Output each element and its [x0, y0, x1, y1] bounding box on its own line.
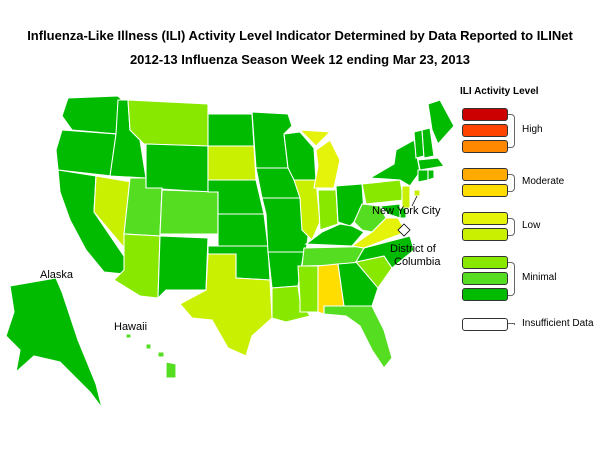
- state-hi[interactable]: [125, 333, 177, 379]
- state-mt[interactable]: [127, 99, 209, 147]
- legend-label-low: Low: [522, 220, 541, 231]
- state-la[interactable]: [271, 285, 311, 323]
- state-nm[interactable]: [157, 235, 209, 300]
- state-nj[interactable]: [401, 185, 411, 209]
- state-wa[interactable]: [61, 95, 123, 135]
- state-wy[interactable]: [145, 143, 209, 193]
- legend-bracket-moderate: [508, 174, 515, 192]
- state-ks[interactable]: [217, 213, 269, 247]
- state-fl[interactable]: [323, 305, 393, 369]
- legend-swatch-level-6: [462, 184, 508, 197]
- state-ct[interactable]: [417, 169, 429, 183]
- legend-label-high: High: [522, 124, 543, 135]
- label-dc-line2: Columbia: [394, 256, 441, 268]
- state-mi[interactable]: [298, 129, 341, 189]
- legend-swatch-level-7: [462, 168, 508, 181]
- state-sd[interactable]: [207, 145, 257, 181]
- legend-swatch-level-10: [462, 108, 508, 121]
- state-pa[interactable]: [361, 179, 405, 205]
- state-md[interactable]: [378, 203, 401, 219]
- state-ny[interactable]: [368, 139, 421, 187]
- legend-swatch-level-4: [462, 228, 508, 241]
- state-ms[interactable]: [297, 265, 319, 313]
- legend-swatch-level-1: [462, 288, 508, 301]
- state-or[interactable]: [55, 129, 117, 177]
- state-nh[interactable]: [421, 127, 435, 159]
- state-me[interactable]: [427, 99, 455, 146]
- map-title-line2: 2012-13 Influenza Season Week 12 ending …: [129, 52, 471, 67]
- legend-swatch-level-5: [462, 212, 508, 225]
- us-ili-map: Alaska Hawaii New York City District of …: [5, 95, 455, 409]
- legend-bracket-insufficient: [508, 323, 515, 325]
- nyc-callout-line: [411, 195, 418, 207]
- legend-swatch-level-8: [462, 140, 508, 153]
- state-nd[interactable]: [207, 113, 255, 147]
- legend-swatch-level-9: [462, 124, 508, 137]
- legend-bracket-low: [508, 218, 515, 236]
- label-hawaii: Hawaii: [114, 321, 147, 333]
- label-dc-line1: District of: [390, 243, 437, 255]
- legend-bracket-minimal: [508, 262, 515, 296]
- legend-swatch-level-3: [462, 256, 508, 269]
- legend-label-insufficient-data: Insufficient Data: [522, 318, 594, 329]
- label-nyc: New York City: [372, 205, 441, 217]
- dc-marker[interactable]: [397, 223, 411, 237]
- legend-swatch-level-0: [462, 318, 508, 331]
- state-co[interactable]: [159, 189, 219, 235]
- legend-swatch-level-2: [462, 272, 508, 285]
- state-ma[interactable]: [417, 157, 445, 171]
- legend-bracket-high: [508, 114, 515, 148]
- label-alaska: Alaska: [40, 269, 74, 281]
- state-in[interactable]: [317, 189, 339, 231]
- legend-title: ILI Activity Level: [460, 86, 539, 97]
- legend-label-minimal: Minimal: [522, 272, 557, 283]
- legend-label-moderate: Moderate: [522, 176, 565, 187]
- map-title-line1: Influenza-Like Illness (ILI) Activity Le…: [27, 28, 573, 43]
- nyc-marker[interactable]: [413, 189, 421, 197]
- state-nc[interactable]: [354, 235, 415, 269]
- state-tx[interactable]: [179, 253, 273, 357]
- state-ri[interactable]: [427, 169, 435, 181]
- state-ak[interactable]: [5, 277, 103, 409]
